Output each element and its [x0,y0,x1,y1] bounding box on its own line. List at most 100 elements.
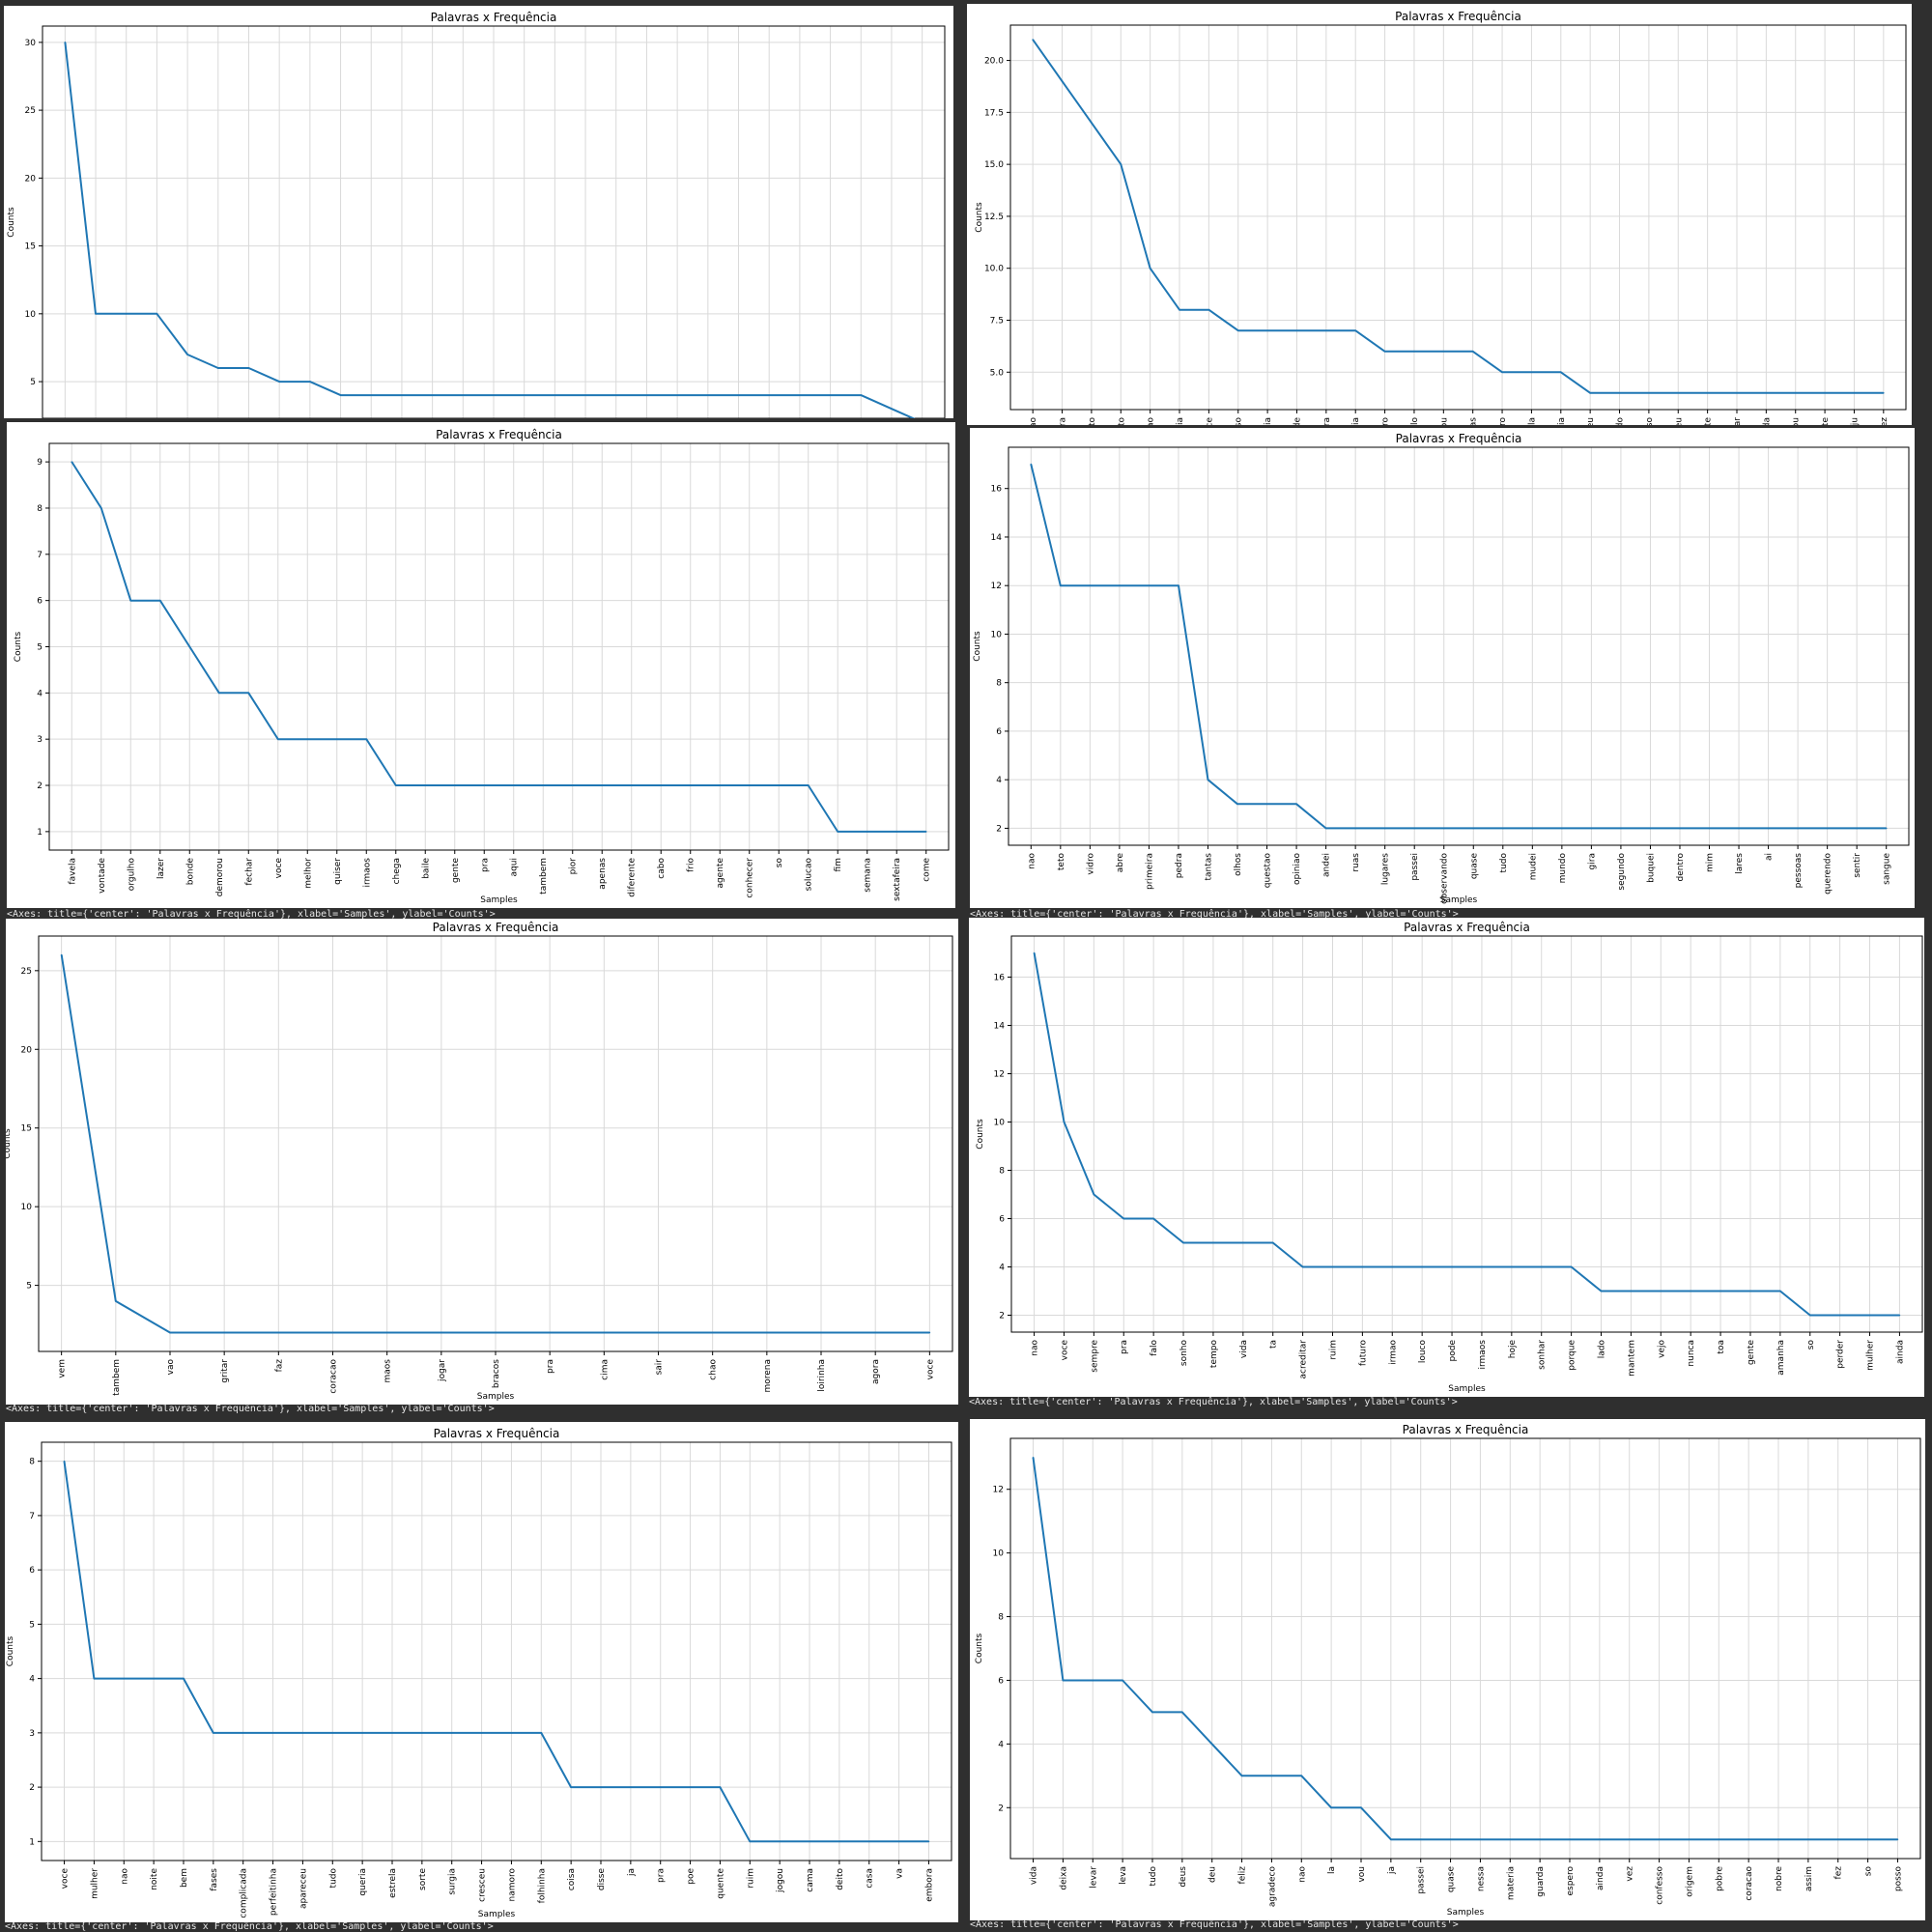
x-tick-label: quiser [333,858,343,885]
y-tick-label: 7 [29,1512,35,1521]
y-tick-label: 4 [999,1264,1005,1273]
y-tick-label: 25 [25,106,36,116]
x-tick-label: perder [1836,1340,1846,1369]
y-tick-label: 20.0 [984,57,1004,67]
x-tick-label: jogou [776,1868,785,1893]
x-tick-label: semana [864,858,873,893]
data-point [1479,1838,1482,1841]
x-tick-label: tudo [1499,853,1509,873]
x-tick-label: futuro [1358,1340,1368,1367]
x-tick-label: la [1527,417,1537,425]
data-point [1630,1290,1633,1293]
data-point [603,1331,606,1334]
plot-frame [41,1441,952,1861]
x-tick-label: vida [1030,1866,1039,1885]
data-point [838,1840,840,1843]
data-point [1472,827,1475,830]
y-axis-label: Counts [7,207,16,238]
data-point [1442,827,1445,830]
data-point [1151,1711,1153,1714]
data-point [361,1732,363,1734]
x-tick-label: cia [1557,417,1567,425]
data-point [711,1331,714,1334]
x-tick-label: sextafeira [893,858,902,901]
x-tick-label: apareceu [298,1868,308,1909]
x-tick-label: fases [210,1868,219,1891]
data-point [1032,1456,1035,1459]
x-tick-label: da [1762,417,1772,425]
data-point [213,1732,214,1734]
chart-title: Palavras x Frequência [1396,432,1522,445]
data-point [331,1732,334,1734]
y-tick-label: 10 [993,1549,1005,1559]
x-tick-label: voce [61,1868,71,1889]
data-point [1677,391,1680,394]
data-point [1242,1241,1244,1244]
x-tick-label: voce [925,1359,935,1380]
data-point [510,1732,513,1734]
y-tick-label: 15 [21,1124,32,1134]
data-point [1181,1711,1183,1714]
chart-4-svg: Palavras x Frequência 2 4 6 8 10 12 14 16 nao teto… [973,432,1910,905]
data-point [837,831,839,833]
plot-frame [38,935,953,1352]
x-tick-label: namoro [507,1868,517,1902]
chart-5-svg: Palavras x Frequência 5 10 15 20 25 vem tambem v… [6,921,953,1402]
y-tick-label: 15 [25,242,36,252]
data-point [542,784,545,786]
data-point [549,1331,551,1334]
data-point [614,394,617,396]
data-point [1660,1290,1662,1293]
plot-frame [48,442,950,851]
x-tick-label: questao [1264,853,1273,889]
data-point [1767,827,1770,830]
data-point [331,1331,334,1334]
data-point [571,784,574,786]
y-tick-label: 10 [21,1203,33,1212]
x-tick-label: mulher [1866,1340,1876,1371]
y-axis-label: Counts [14,631,23,662]
y-tick-label: 8 [996,679,1002,689]
x-tick-label: lazer [156,858,166,879]
data-point [93,1677,96,1680]
x-tick-label: ruim [746,1868,755,1889]
data-point [1765,391,1768,394]
x-tick-label: ra [1322,417,1332,425]
data-point [1896,1838,1899,1841]
y-tick-label: 10.0 [984,265,1004,274]
y-tick-label: 7 [37,551,43,560]
data-point [1301,1265,1304,1268]
y-tick-label: 16 [991,485,1003,495]
x-tick-label: vejo [1657,1340,1666,1358]
data-point [169,1331,171,1334]
axes-repr-3: <Axes: title={'center': 'Palavras x Freq… [7,909,496,920]
data-point [63,1460,66,1463]
x-tick-label: gritar [220,1359,230,1383]
y-tick-label: 5 [26,1282,32,1292]
x-tick-label: baile [421,858,431,879]
x-tick-label: pedra [1175,853,1184,878]
data-point [512,784,515,786]
x-tick-label: ai [1765,853,1775,861]
data-point [707,394,709,396]
data-point [493,394,495,396]
data-point [1599,1838,1601,1841]
x-tick-label: agora [871,1359,881,1384]
x-tick-label: ez [1880,417,1889,425]
data-point [891,408,893,410]
x-tick-label: abre [1116,853,1125,873]
y-tick-label: 6 [998,1676,1004,1686]
y-tick-label: 2 [996,824,1002,834]
y-tick-label: 4 [998,1740,1004,1749]
x-axis-label: Samples [477,1392,515,1402]
y-tick-label: 6 [996,727,1002,737]
data-point [301,1732,304,1734]
chart-title: Palavras x Frequência [1403,1423,1529,1436]
x-tick-label: apenas [598,858,608,890]
x-tick-label: chega [392,858,402,884]
y-axis-label: Counts [6,1635,15,1666]
x-tick-label: feliz [1238,1866,1248,1885]
data-point [1679,827,1681,830]
x-tick-label: vontade [98,858,107,894]
data-point [1481,1265,1483,1268]
